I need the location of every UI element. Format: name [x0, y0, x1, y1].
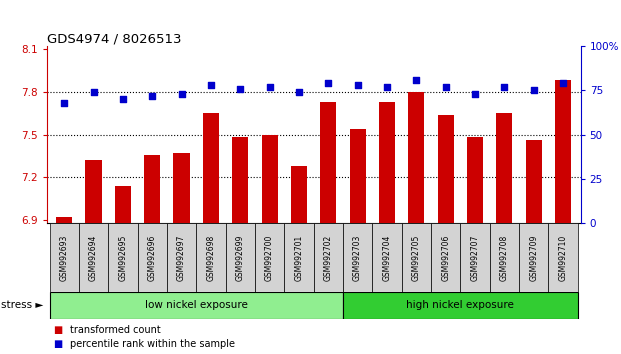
Bar — [261, 135, 278, 223]
Bar — [232, 137, 248, 223]
Bar — [460, 223, 490, 292]
Point — [441, 84, 451, 90]
Bar — [467, 137, 483, 223]
Point — [235, 86, 245, 91]
Bar — [196, 223, 225, 292]
Text: GSM992702: GSM992702 — [324, 234, 333, 281]
Text: GDS4974 / 8026513: GDS4974 / 8026513 — [47, 33, 181, 45]
Bar — [79, 223, 108, 292]
Bar — [373, 223, 402, 292]
Bar — [108, 223, 137, 292]
Bar — [350, 129, 366, 223]
Point — [353, 82, 363, 88]
Text: GSM992710: GSM992710 — [558, 234, 568, 281]
Text: high nickel exposure: high nickel exposure — [406, 300, 514, 310]
Point — [528, 87, 538, 93]
Bar — [203, 113, 219, 223]
Text: GSM992707: GSM992707 — [471, 234, 479, 281]
Text: GSM992706: GSM992706 — [441, 234, 450, 281]
Text: GSM992695: GSM992695 — [119, 234, 127, 281]
Text: ■: ■ — [53, 339, 62, 349]
Point — [265, 84, 274, 90]
Text: stress ►: stress ► — [1, 300, 43, 310]
Point — [499, 84, 509, 90]
Text: ■: ■ — [53, 325, 62, 335]
Point — [470, 91, 480, 97]
Point — [118, 96, 128, 102]
Point — [411, 77, 421, 82]
Point — [558, 80, 568, 86]
Point — [294, 89, 304, 95]
Bar — [343, 292, 578, 319]
Bar — [291, 166, 307, 223]
Bar — [255, 223, 284, 292]
Bar — [284, 223, 314, 292]
Text: GSM992699: GSM992699 — [236, 234, 245, 281]
Text: GSM992705: GSM992705 — [412, 234, 421, 281]
Text: GSM992697: GSM992697 — [177, 234, 186, 281]
Bar — [86, 160, 102, 223]
Point — [324, 80, 333, 86]
Bar — [314, 223, 343, 292]
Text: transformed count: transformed count — [70, 325, 161, 335]
Bar — [379, 102, 395, 223]
Point — [147, 93, 157, 98]
Bar — [408, 92, 424, 223]
Text: GSM992703: GSM992703 — [353, 234, 362, 281]
Text: GSM992709: GSM992709 — [529, 234, 538, 281]
Point — [206, 82, 216, 88]
Point — [59, 100, 69, 105]
Bar — [490, 223, 519, 292]
Bar — [137, 223, 167, 292]
Point — [89, 89, 99, 95]
Bar — [431, 223, 460, 292]
Bar — [50, 223, 79, 292]
Text: GSM992701: GSM992701 — [294, 234, 304, 281]
Text: GSM992694: GSM992694 — [89, 234, 98, 281]
Bar — [548, 223, 578, 292]
Text: percentile rank within the sample: percentile rank within the sample — [70, 339, 235, 349]
Bar — [173, 153, 189, 223]
Bar — [115, 186, 131, 223]
Text: GSM992693: GSM992693 — [60, 234, 69, 281]
Bar — [50, 292, 343, 319]
Bar — [496, 113, 512, 223]
Text: GSM992704: GSM992704 — [383, 234, 391, 281]
Text: low nickel exposure: low nickel exposure — [145, 300, 248, 310]
Bar — [167, 223, 196, 292]
Bar — [144, 154, 160, 223]
Bar — [519, 223, 548, 292]
Bar — [438, 115, 454, 223]
Bar — [225, 223, 255, 292]
Point — [382, 84, 392, 90]
Bar — [320, 102, 337, 223]
Bar — [56, 217, 72, 223]
Text: GSM992700: GSM992700 — [265, 234, 274, 281]
Point — [176, 91, 186, 97]
Bar — [402, 223, 431, 292]
Text: GSM992696: GSM992696 — [148, 234, 156, 281]
Bar — [555, 80, 571, 223]
Bar — [525, 140, 542, 223]
Bar — [343, 223, 373, 292]
Text: GSM992698: GSM992698 — [206, 234, 215, 281]
Text: GSM992708: GSM992708 — [500, 234, 509, 281]
